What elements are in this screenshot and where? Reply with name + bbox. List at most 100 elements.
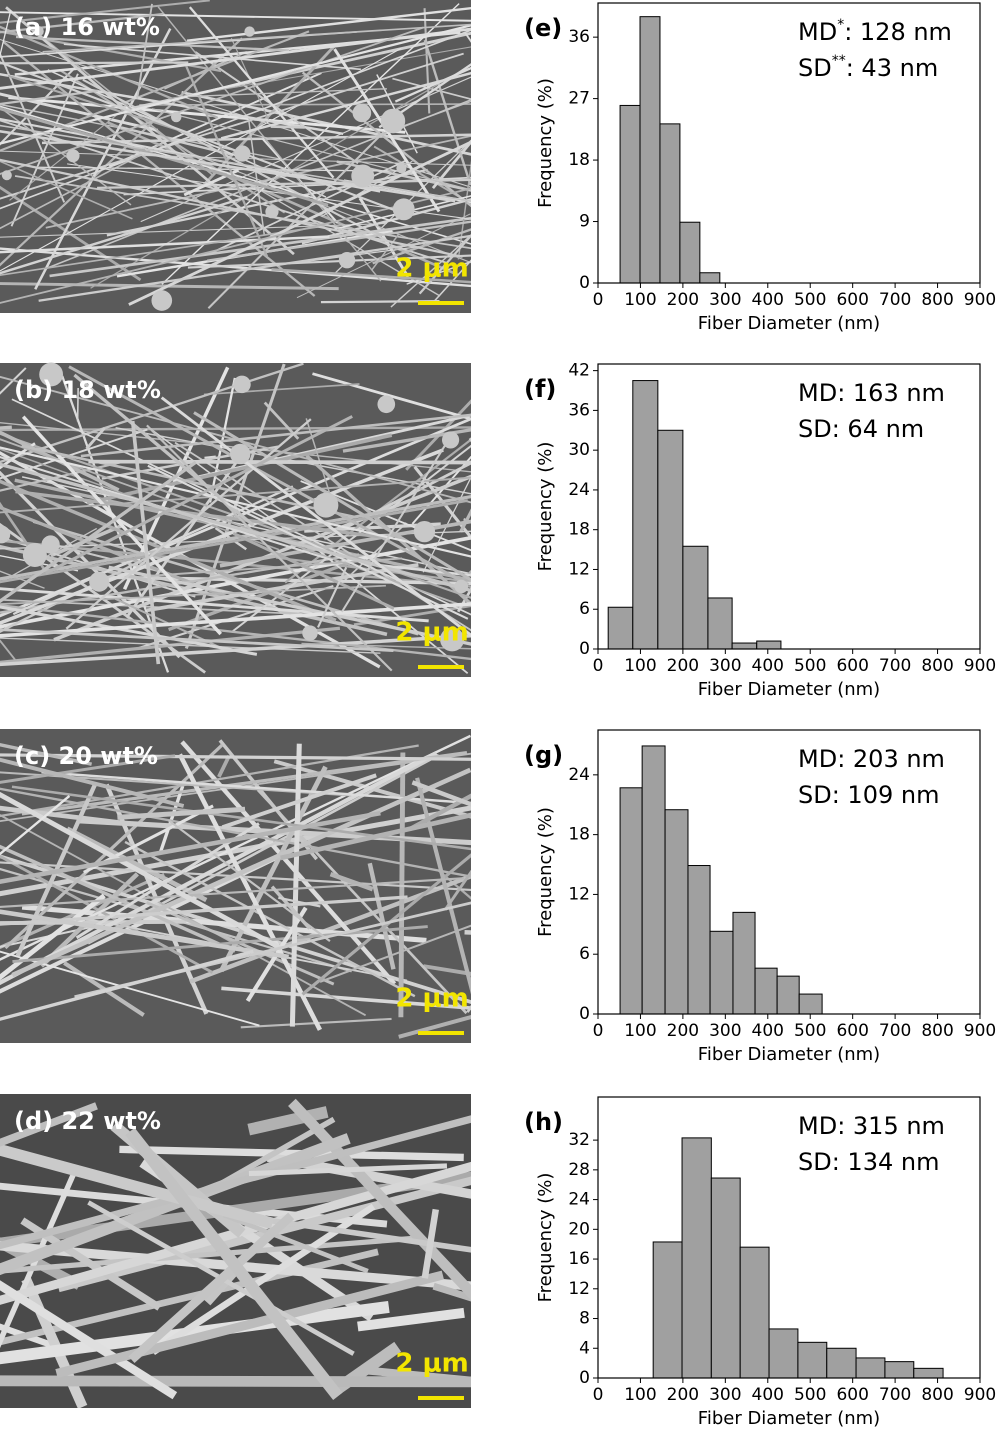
fiber [186, 6, 471, 42]
bead [413, 520, 436, 543]
fiber [468, 437, 471, 443]
fiber [124, 840, 416, 998]
fiber [0, 1300, 390, 1365]
fiber [270, 125, 305, 129]
fiber [0, 0, 210, 24]
fiber [0, 129, 456, 203]
fiber [21, 751, 468, 816]
scale-bar-label: 2 μm [395, 1349, 468, 1379]
x-axis-label: Fiber Diameter (nm) [698, 313, 880, 334]
fiber [278, 896, 321, 908]
bar [754, 967, 778, 1015]
bar [641, 745, 666, 1015]
x-tick-label: 900 [964, 290, 996, 310]
fiber [73, 373, 255, 527]
fiber [475, 824, 505, 1015]
fiber [0, 417, 471, 618]
fiber [0, 225, 325, 277]
y-tick-label: 16 [568, 1249, 590, 1269]
fiber [76, 387, 79, 422]
fiber [161, 3, 460, 285]
fiber [0, 791, 283, 951]
y-tick-label: 9 [579, 212, 590, 232]
fiber [367, 862, 396, 970]
bar [699, 272, 721, 284]
bar [756, 640, 782, 650]
fiber [273, 759, 471, 819]
fiber [271, 268, 471, 284]
fiber [158, 785, 185, 854]
bead [1, 170, 12, 181]
bead [41, 535, 60, 554]
fiber [0, 158, 463, 258]
axes-frame [597, 1096, 981, 1379]
fiber [492, 890, 570, 898]
y-tick-label: 32 [568, 1130, 590, 1150]
bead [392, 198, 415, 221]
sem-image [0, 729, 570, 1043]
x-tick-label: 900 [964, 656, 996, 676]
fiber [119, 1145, 464, 1162]
fiber [0, 1241, 471, 1291]
fiber [0, 12, 164, 34]
fiber [357, 1307, 465, 1332]
fiber [0, 195, 248, 275]
fiber [193, 411, 471, 582]
bar [681, 1137, 712, 1379]
annotation: MD: 315 nm [798, 1112, 945, 1140]
bead [454, 579, 469, 594]
bar [913, 1367, 944, 1379]
fiber [0, 52, 464, 200]
fiber [0, 744, 419, 818]
annotation-superscript: * [837, 17, 844, 33]
fiber [358, 197, 410, 278]
x-tick-label: 300 [709, 290, 741, 310]
x-tick-label: 600 [836, 656, 868, 676]
fiber [328, 195, 471, 232]
fiber [0, 24, 471, 145]
panel-label: (b) 18 wt% [14, 376, 161, 404]
fiber [0, 446, 471, 558]
fiber [431, 139, 471, 190]
bead [89, 571, 110, 592]
x-tick-label: 700 [879, 1021, 911, 1041]
x-tick-label: 400 [752, 1021, 784, 1041]
bead [234, 145, 251, 162]
fiber [0, 535, 471, 629]
x-tick-label: 400 [752, 656, 784, 676]
y-tick-label: 0 [579, 1368, 590, 1388]
fiber [180, 740, 397, 986]
fiber [220, 71, 471, 140]
annotation-text: MD: 163 nm [798, 379, 945, 407]
fiber [431, 259, 471, 305]
fiber [44, 415, 353, 575]
x-tick-label: 400 [752, 290, 784, 310]
fiber [470, 420, 471, 422]
fiber [418, 234, 471, 295]
fiber [53, 474, 471, 642]
panel-label: (h) [524, 1108, 563, 1136]
x-tick-label: 700 [879, 656, 911, 676]
fiber [248, 120, 266, 236]
scale-bar [418, 301, 464, 305]
fiber [85, 427, 106, 450]
bead [66, 149, 80, 163]
bar [826, 1347, 857, 1379]
fiber [0, 949, 254, 1021]
fiber [342, 428, 471, 453]
bead [396, 163, 407, 174]
fiber [232, 532, 395, 610]
fiber [80, 413, 471, 458]
fiber [125, 447, 248, 619]
x-tick-label: 900 [964, 1021, 996, 1041]
bead [22, 542, 47, 567]
annotation-superscript: ** [832, 53, 846, 69]
fiber [0, 909, 289, 960]
fiber [55, 1270, 444, 1378]
scale-bar [418, 665, 464, 669]
x-tick-label: 200 [667, 656, 699, 676]
fiber [0, 282, 339, 291]
fiber [4, 743, 224, 950]
fiber [41, 133, 471, 145]
fiber [0, 877, 465, 909]
